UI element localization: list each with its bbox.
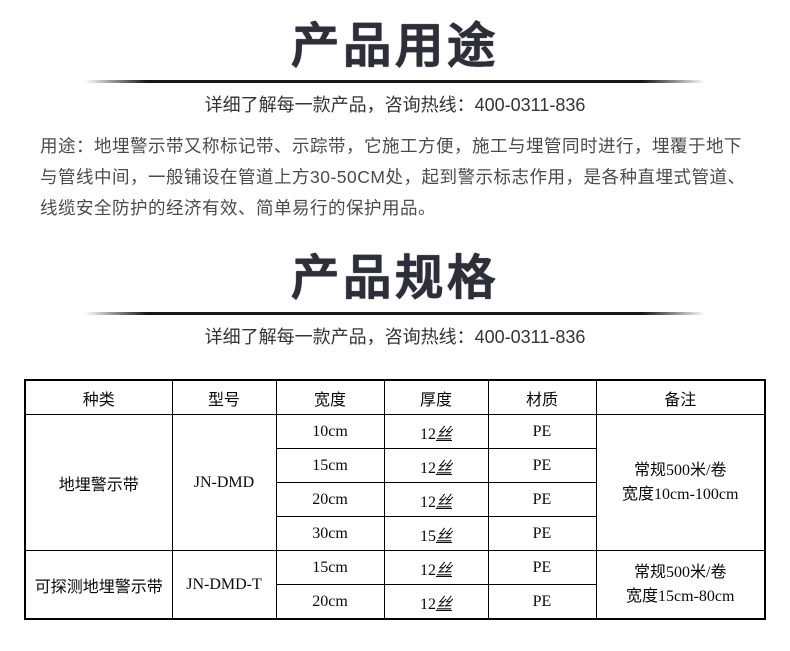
table-row: 地埋警示带 JN-DMD 10cm 12丝 PE 常规500米/卷 宽度10cm… (24, 414, 766, 551)
thickness-unit: 丝 (435, 527, 452, 545)
thickness-unit: 丝 (435, 493, 452, 511)
usage-section-title: 产品用途 (290, 20, 499, 73)
thickness-value: 12 (419, 561, 436, 579)
thickness-cell: 12丝 (383, 550, 489, 585)
table-row: 30cm 15丝 PE (25, 516, 765, 551)
remark-cell: 常规500米/卷 宽度15cm-80cm (595, 550, 766, 620)
thickness-value: 15 (419, 527, 436, 545)
spec-table: 种类 型号 宽度 厚度 材质 备注 地埋警示带 JN-DMD 10cm 12丝 … (24, 379, 766, 620)
table-row: 20cm 12丝 PE (25, 482, 765, 517)
table-row: 20cm 12丝 PE (25, 584, 765, 620)
header-model: 型号 (171, 379, 277, 415)
model-cell: JN-DMD (171, 414, 277, 551)
thickness-cell: 12丝 (383, 584, 489, 620)
thickness-cell: 12丝 (383, 448, 489, 483)
table-row: 15cm 12丝 PE (25, 448, 765, 483)
section-product-usage: 产品用途 详细了解每一款产品，咨询热线：400-0311-836 用途：地埋警示… (0, 0, 790, 224)
header-remark: 备注 (595, 379, 766, 415)
remark-line-1: 常规500米/卷 (634, 563, 727, 581)
thickness-unit: 丝 (435, 425, 452, 443)
thickness-value: 12 (419, 493, 436, 511)
remark-line-2: 宽度15cm-80cm (626, 587, 735, 605)
specs-hotline-subtitle: 详细了解每一款产品，咨询热线：400-0311-836 (204, 327, 586, 347)
remark-line-2: 宽度10cm-100cm (622, 485, 739, 503)
width-cell: 15cm (275, 448, 385, 483)
specs-section-title: 产品规格 (290, 252, 499, 305)
thickness-cell: 12丝 (383, 482, 489, 517)
thickness-value: 12 (419, 595, 436, 613)
material-cell: PE (487, 482, 597, 517)
remark-cell: 常规500米/卷 宽度10cm-100cm (595, 414, 766, 551)
thickness-cell: 12丝 (383, 414, 489, 449)
thickness-unit: 丝 (435, 561, 452, 579)
header-width: 宽度 (275, 379, 385, 415)
category-cell: 可探测地埋警示带 (24, 550, 173, 620)
usage-hotline-subtitle: 详细了解每一款产品，咨询热线：400-0311-836 (204, 95, 586, 115)
category-cell: 地埋警示带 (24, 414, 173, 551)
width-cell: 10cm (275, 414, 385, 449)
table-row: 可探测地埋警示带 JN-DMD-T 15cm 12丝 PE 常规500米/卷 宽… (24, 550, 766, 620)
thickness-cell: 15丝 (383, 516, 489, 551)
material-cell: PE (487, 550, 597, 585)
width-cell: 15cm (275, 550, 385, 585)
header-material: 材质 (487, 379, 597, 415)
header-category: 种类 (24, 379, 173, 415)
section-product-specs: 产品规格 详细了解每一款产品，咨询热线：400-0311-836 种类 型号 宽… (0, 224, 790, 620)
model-cell: JN-DMD-T (171, 550, 277, 620)
material-cell: PE (487, 448, 597, 483)
material-cell: PE (487, 516, 597, 551)
thickness-unit: 丝 (435, 459, 452, 477)
title-divider-line (85, 312, 705, 315)
width-cell: 20cm (275, 482, 385, 517)
spec-table-header-row: 种类 型号 宽度 厚度 材质 备注 (24, 379, 766, 415)
width-cell: 20cm (275, 584, 385, 620)
remark-line-1: 常规500米/卷 (634, 461, 727, 479)
material-cell: PE (487, 584, 597, 620)
width-cell: 30cm (275, 516, 385, 551)
material-cell: PE (487, 414, 597, 449)
title-divider-line (85, 80, 705, 83)
header-thickness: 厚度 (383, 379, 489, 415)
thickness-value: 12 (419, 425, 436, 443)
usage-description-paragraph: 用途：地埋警示带又称标记带、示踪带，它施工方便，施工与埋管同时进行，埋覆于地下与… (40, 136, 746, 218)
thickness-value: 12 (419, 459, 436, 477)
thickness-unit: 丝 (435, 595, 452, 613)
